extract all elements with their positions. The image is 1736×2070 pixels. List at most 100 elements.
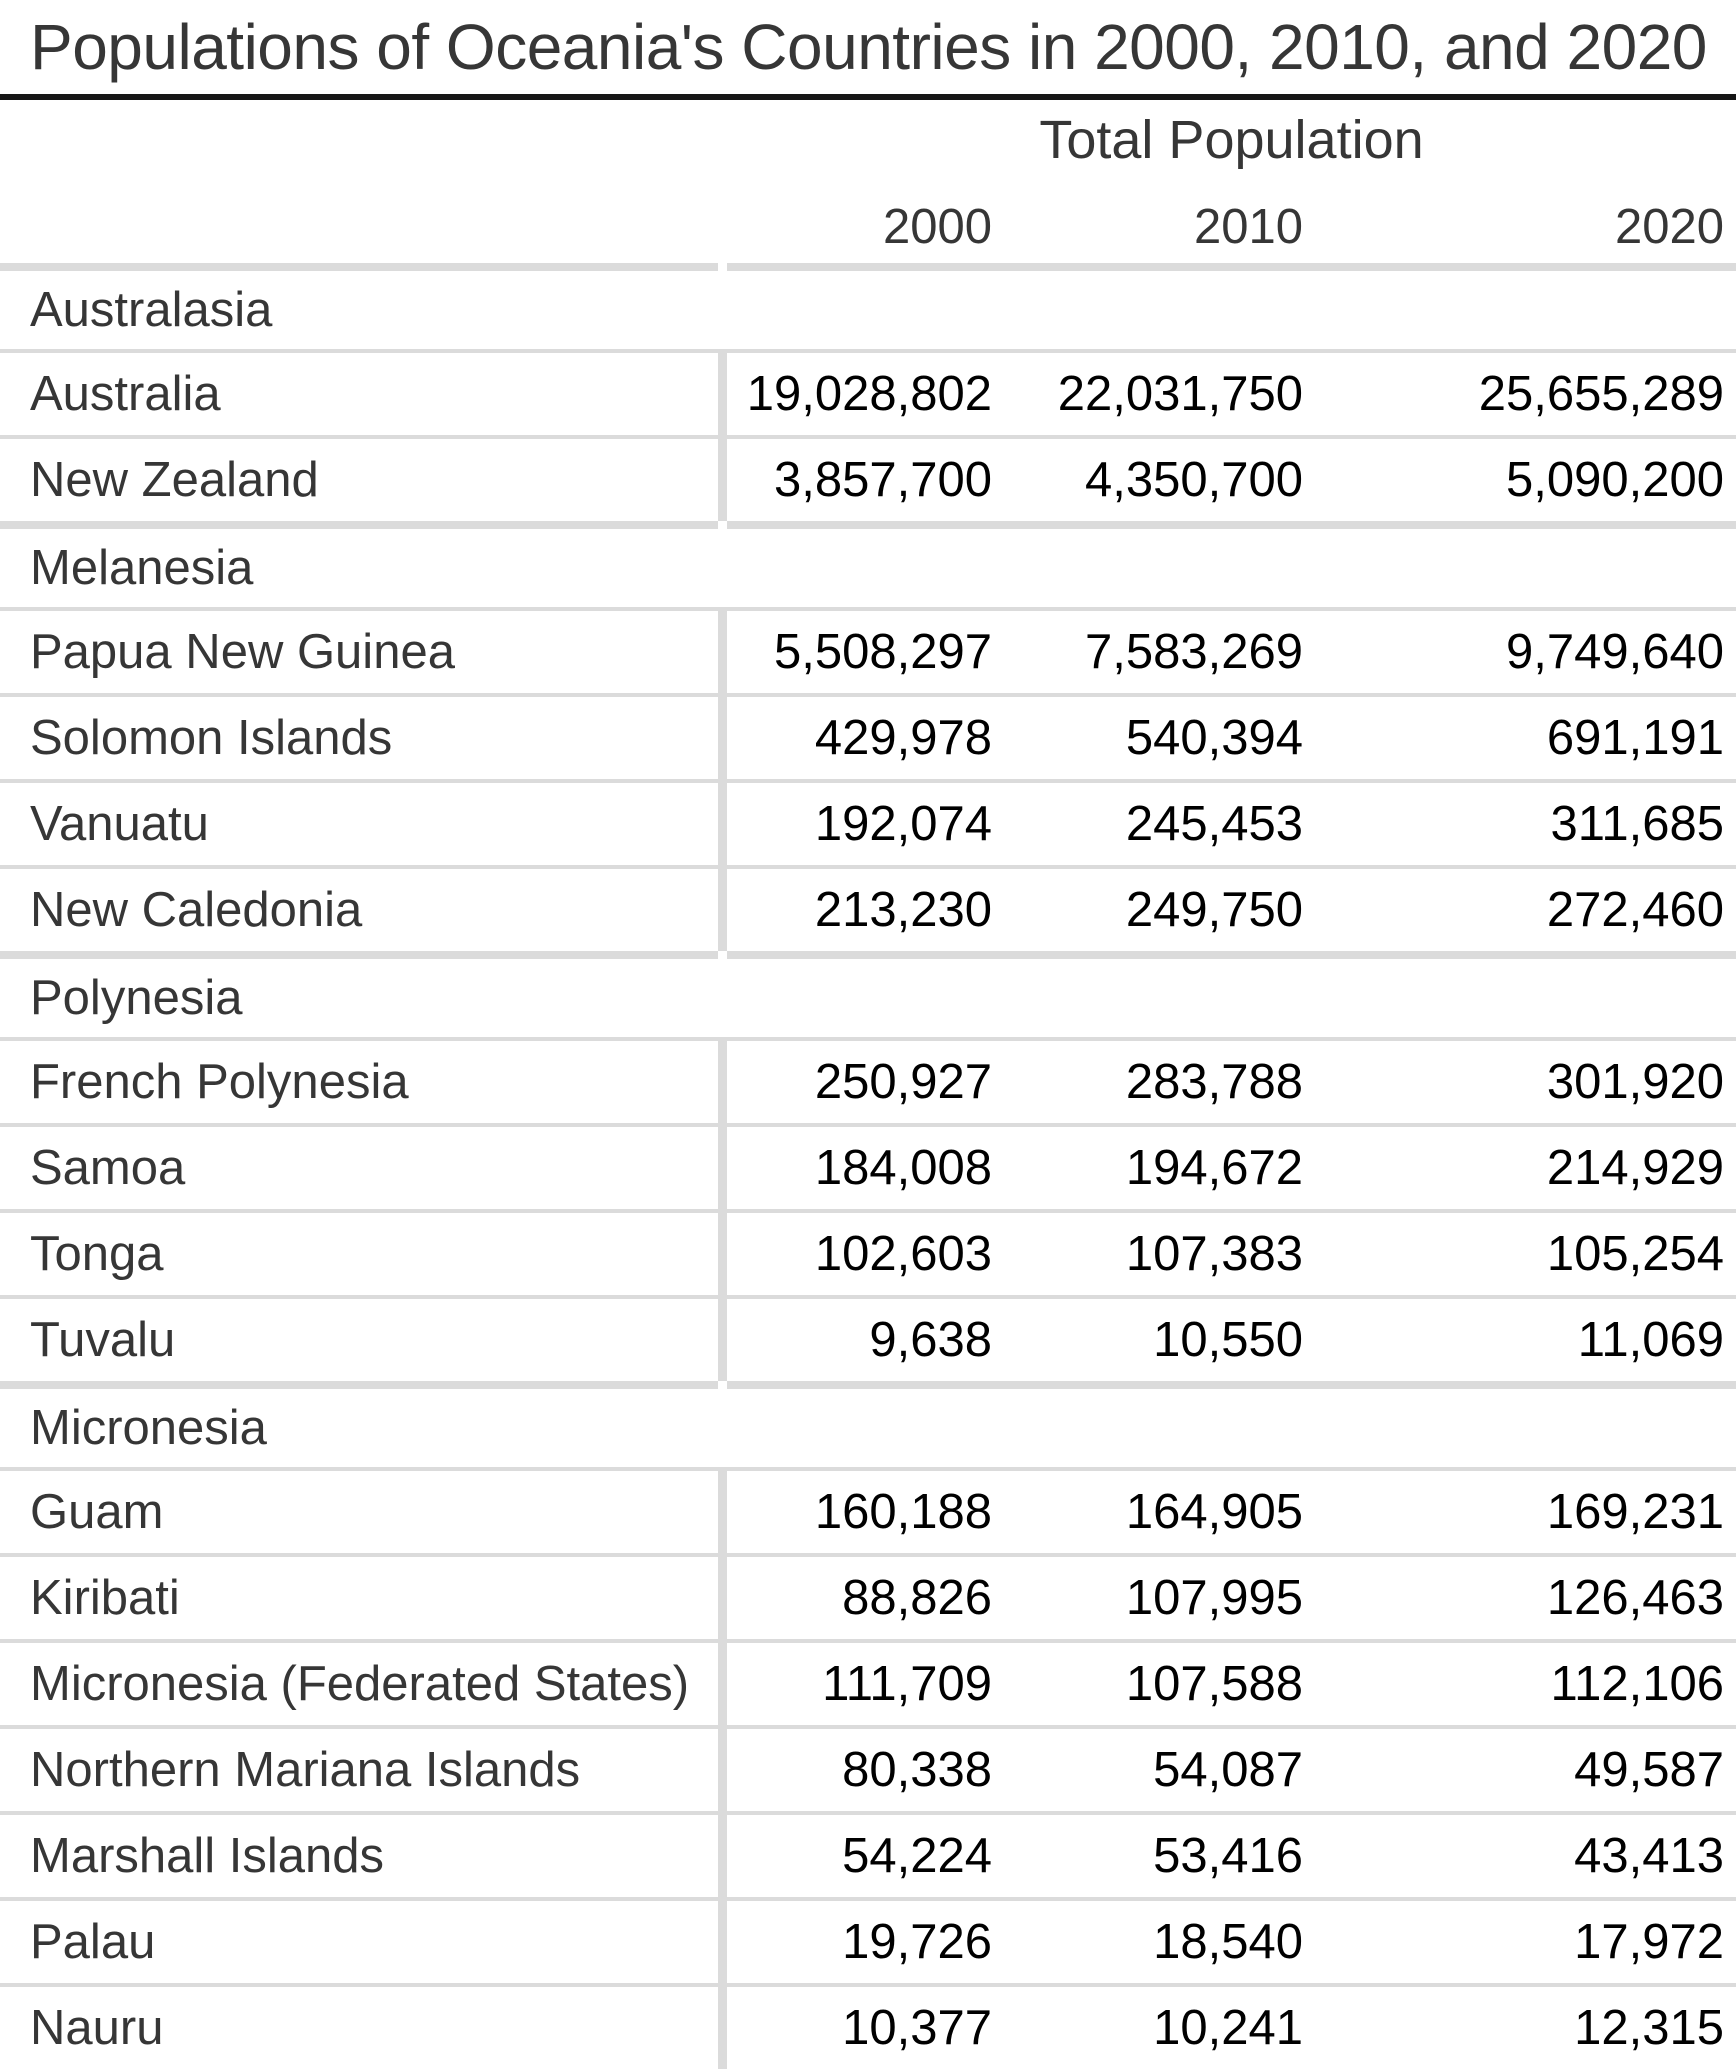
value-cell-2020: 49,587 xyxy=(1574,1743,1724,1797)
value-cell-2010: 540,394 xyxy=(1125,711,1303,765)
table-row: Papua New Guinea 5,508,297 7,583,269 9,749,… xyxy=(0,607,1736,693)
value-cell-2000: 19,726 xyxy=(842,1915,992,1969)
value-cell-2020: 25,655,289 xyxy=(1478,367,1724,421)
value-cell-2010: 283,788 xyxy=(1125,1055,1303,1109)
column-group-header-row: Total Population xyxy=(0,100,1736,180)
value-cell-2010: 249,750 xyxy=(1125,883,1303,937)
value-cell-2020: 105,254 xyxy=(1546,1227,1724,1281)
value-cell-2010: 10,241 xyxy=(1153,2001,1303,2055)
section-header-label: Melanesia xyxy=(30,541,254,595)
value-cell-2010: 4,350,700 xyxy=(1085,453,1303,507)
value-cell-2010: 53,416 xyxy=(1153,1829,1303,1883)
table-row: Tonga 102,603 107,383 105,254 xyxy=(0,1209,1736,1295)
country-cell: Tuvalu xyxy=(0,1299,727,1381)
section-separator xyxy=(0,521,1736,529)
value-cell-2000: 213,230 xyxy=(814,883,992,937)
country-cell: Micronesia (Federated States) xyxy=(0,1643,727,1725)
value-cell-2020: 169,231 xyxy=(1546,1485,1724,1539)
value-cell-2000: 102,603 xyxy=(814,1227,992,1281)
population-table: Australasia Australia 19,028,802 22,031,750… xyxy=(0,263,1736,2069)
table-row: Nauru 10,377 10,241 12,315 xyxy=(0,1983,1736,2069)
table-row: Micronesia (Federated States) 111,709 107,… xyxy=(0,1639,1736,1725)
section-separator xyxy=(0,951,1736,959)
value-cell-2000: 9,638 xyxy=(869,1313,992,1367)
country-cell: Solomon Islands xyxy=(0,697,727,779)
value-cell-2020: 112,106 xyxy=(1550,1657,1725,1711)
separator-gap xyxy=(718,263,727,271)
separator-right-segment xyxy=(727,1381,1736,1389)
value-cell-2010: 107,995 xyxy=(1125,1571,1303,1625)
value-cell-2020: 9,749,640 xyxy=(1506,625,1724,679)
section-separator xyxy=(0,263,1736,271)
value-cell-2000: 88,826 xyxy=(842,1571,992,1625)
country-cell: New Zealand xyxy=(0,439,727,521)
value-cell-2000: 250,927 xyxy=(814,1055,992,1109)
country-cell: Marshall Islands xyxy=(0,1815,727,1897)
country-cell: Northern Mariana Islands xyxy=(0,1729,727,1811)
country-cell: Tonga xyxy=(0,1213,727,1295)
section-separator xyxy=(0,1381,1736,1389)
table-row: Palau 19,726 18,540 17,972 xyxy=(0,1897,1736,1983)
value-cell-2010: 54,087 xyxy=(1153,1743,1303,1797)
separator-left-segment xyxy=(0,521,718,529)
value-cell-2010: 18,540 xyxy=(1153,1915,1303,1969)
value-cell-2000: 80,338 xyxy=(842,1743,992,1797)
separator-right-segment xyxy=(727,951,1736,959)
spacer-cell xyxy=(0,180,727,263)
total-population-header: Total Population xyxy=(1039,110,1424,170)
year-header-row: 2000 2010 2020 xyxy=(0,180,1736,263)
country-cell: French Polynesia xyxy=(0,1041,727,1123)
country-cell: New Caledonia xyxy=(0,869,727,951)
table-row: New Caledonia 213,230 249,750 272,460 xyxy=(0,865,1736,951)
country-cell: Palau xyxy=(0,1901,727,1983)
value-cell-2020: 11,069 xyxy=(1577,1313,1724,1367)
country-cell: Papua New Guinea xyxy=(0,611,727,693)
table-row: Tuvalu 9,638 10,550 11,069 xyxy=(0,1295,1736,1381)
value-cell-2000: 5,508,297 xyxy=(774,625,992,679)
column-header-2010: 2010 xyxy=(1193,199,1303,254)
table-row: French Polynesia 250,927 283,788 301,920 xyxy=(0,1037,1736,1123)
separator-left-segment xyxy=(0,1381,718,1389)
value-cell-2020: 126,463 xyxy=(1546,1571,1724,1625)
section-header-label: Micronesia xyxy=(30,1401,267,1455)
value-cell-2010: 7,583,269 xyxy=(1085,625,1303,679)
page-title: Populations of Oceania's Countries in 20… xyxy=(30,11,1707,83)
table-row: Samoa 184,008 194,672 214,929 xyxy=(0,1123,1736,1209)
section-header-label: Polynesia xyxy=(30,971,243,1025)
value-cell-2020: 311,685 xyxy=(1550,797,1725,851)
value-cell-2010: 107,383 xyxy=(1125,1227,1303,1281)
value-cell-2000: 10,377 xyxy=(842,2001,992,2055)
table-row: Kiribati 88,826 107,995 126,463 xyxy=(0,1553,1736,1639)
section-header-melanesia: Melanesia xyxy=(0,529,1736,607)
value-cell-2020: 5,090,200 xyxy=(1506,453,1724,507)
table-row: Australia 19,028,802 22,031,750 25,655,289 xyxy=(0,349,1736,435)
column-header-2020: 2020 xyxy=(1614,199,1724,254)
section-header-micronesia: Micronesia xyxy=(0,1389,1736,1467)
separator-left-segment xyxy=(0,263,718,271)
separator-gap xyxy=(718,951,727,959)
title-block: Populations of Oceania's Countries in 20… xyxy=(0,0,1736,100)
section-header-label: Australasia xyxy=(30,283,273,337)
spacer-cell xyxy=(0,100,727,180)
table-row: Northern Mariana Islands 80,338 54,087 49,5… xyxy=(0,1725,1736,1811)
value-cell-2010: 22,031,750 xyxy=(1057,367,1303,421)
table-row: Marshall Islands 54,224 53,416 43,413 xyxy=(0,1811,1736,1897)
separator-gap xyxy=(718,1381,727,1389)
section-header-polynesia: Polynesia xyxy=(0,959,1736,1037)
separator-right-segment xyxy=(727,263,1736,271)
value-cell-2000: 54,224 xyxy=(842,1829,992,1883)
country-cell: Guam xyxy=(0,1471,727,1553)
country-cell: Australia xyxy=(0,353,727,435)
value-cell-2020: 691,191 xyxy=(1546,711,1724,765)
value-cell-2000: 184,008 xyxy=(814,1141,992,1195)
separator-left-segment xyxy=(0,951,718,959)
value-cell-2010: 107,588 xyxy=(1125,1657,1303,1711)
value-cell-2010: 164,905 xyxy=(1125,1485,1303,1539)
country-cell: Nauru xyxy=(0,1987,727,2069)
value-cell-2020: 17,972 xyxy=(1574,1915,1724,1969)
column-header-2000: 2000 xyxy=(882,199,992,254)
value-cell-2010: 194,672 xyxy=(1125,1141,1303,1195)
country-cell: Samoa xyxy=(0,1127,727,1209)
separator-right-segment xyxy=(727,521,1736,529)
